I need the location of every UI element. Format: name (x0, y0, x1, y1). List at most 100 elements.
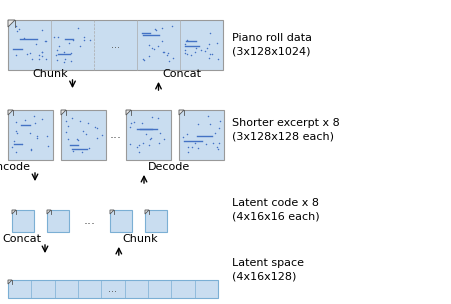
Point (62, 119, 69, 123)
Point (64, 123, 72, 128)
Point (202, 46, 210, 51)
Point (33, 134, 40, 139)
Point (80, 35, 87, 40)
Point (148, 115, 155, 120)
Point (204, 113, 212, 118)
Point (13, 149, 20, 154)
Point (215, 125, 222, 130)
Point (38, 50, 46, 54)
Point (87, 38, 94, 43)
Point (35, 57, 42, 61)
Text: Concat: Concat (162, 69, 201, 79)
Point (154, 43, 161, 48)
Point (76, 44, 83, 49)
Point (38, 49, 45, 54)
Point (184, 149, 192, 154)
Point (42, 39, 49, 43)
Point (60, 59, 68, 64)
Polygon shape (8, 20, 15, 27)
Text: ...: ... (110, 129, 122, 141)
Point (55, 44, 62, 49)
Point (164, 51, 171, 56)
Text: Shorter excerpt x 8
(3x128x128 each): Shorter excerpt x 8 (3x128x128 each) (231, 118, 339, 142)
Point (98, 132, 106, 137)
Point (183, 52, 190, 57)
Point (13, 24, 20, 29)
Point (179, 134, 186, 139)
Point (28, 147, 35, 151)
Point (65, 40, 73, 45)
Point (126, 142, 133, 147)
Point (154, 115, 161, 120)
Point (62, 130, 69, 135)
Point (187, 53, 194, 58)
Point (201, 48, 208, 53)
Text: ...: ... (83, 215, 95, 227)
Point (67, 59, 74, 64)
Point (165, 59, 172, 64)
Point (213, 144, 220, 149)
Point (93, 126, 101, 131)
Point (77, 118, 84, 123)
Point (13, 52, 20, 57)
Point (22, 118, 29, 123)
Point (60, 49, 68, 54)
Point (93, 136, 100, 141)
Point (38, 117, 45, 122)
Point (151, 47, 158, 52)
Point (192, 45, 199, 50)
Point (73, 136, 80, 141)
Point (86, 145, 93, 150)
Point (213, 41, 220, 46)
Point (206, 31, 213, 36)
Point (54, 34, 61, 39)
Point (32, 120, 39, 125)
Point (27, 147, 34, 152)
Point (80, 38, 87, 43)
Text: Latent code x 8
(4x16x16 each): Latent code x 8 (4x16x16 each) (231, 199, 319, 222)
Point (211, 131, 218, 136)
Point (191, 49, 198, 54)
Point (18, 141, 25, 146)
Point (27, 131, 34, 136)
Point (138, 120, 146, 125)
Point (152, 27, 159, 32)
Polygon shape (61, 110, 66, 115)
Point (183, 132, 190, 136)
Text: Piano roll data
(3x128x1024): Piano roll data (3x128x1024) (231, 33, 311, 57)
Point (20, 36, 27, 40)
Point (68, 116, 75, 121)
Point (79, 129, 86, 134)
Polygon shape (8, 280, 12, 284)
Point (51, 34, 58, 39)
Point (158, 26, 165, 30)
Point (38, 54, 45, 58)
Point (202, 141, 209, 146)
Bar (126, 110, 170, 160)
Bar (47, 210, 69, 232)
Point (197, 47, 204, 52)
Point (129, 119, 137, 124)
Bar (8, 20, 222, 70)
Point (151, 26, 158, 31)
Point (53, 47, 60, 52)
Point (156, 131, 164, 136)
Polygon shape (110, 210, 114, 214)
Point (206, 52, 213, 57)
Point (170, 55, 177, 60)
Point (13, 120, 20, 125)
Point (61, 57, 69, 62)
Point (139, 56, 147, 61)
Bar (145, 210, 166, 232)
Point (74, 138, 82, 143)
Point (148, 45, 155, 50)
Text: ...: ... (111, 40, 120, 50)
Bar (61, 110, 106, 160)
Point (145, 143, 152, 147)
Point (69, 148, 76, 153)
Point (146, 136, 153, 141)
Point (9, 144, 16, 149)
Point (26, 50, 33, 55)
Point (194, 145, 201, 150)
Point (33, 42, 40, 47)
